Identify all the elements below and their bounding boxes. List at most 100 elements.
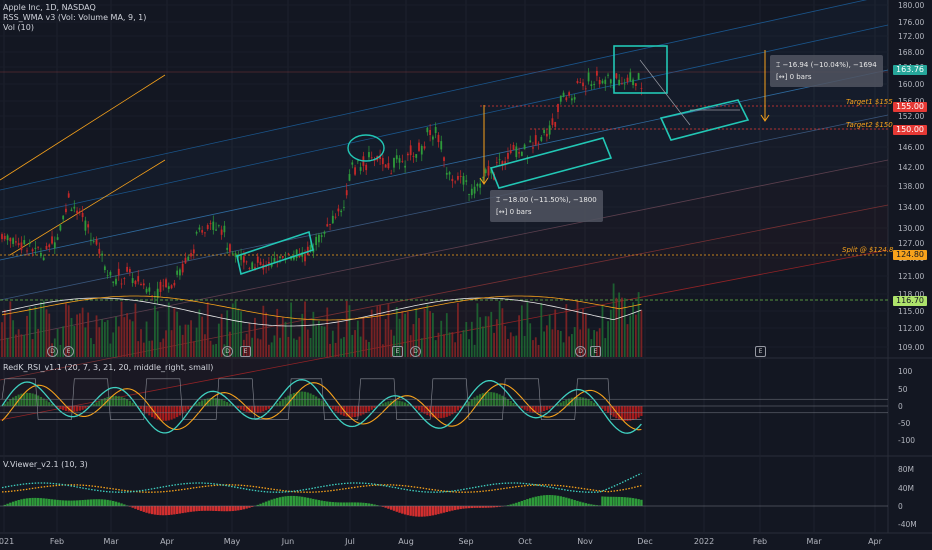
candle-body — [548, 125, 551, 135]
volume-bar — [507, 338, 509, 357]
rsi-panel-title[interactable]: RedK_RSI_v1.1 (20, 7, 3, 21, 20, middle_… — [3, 363, 214, 372]
candle-body — [78, 211, 81, 212]
volume-bar — [242, 339, 245, 357]
candle-body — [381, 158, 384, 165]
price-tick-label: 138.00 — [898, 182, 924, 191]
volume-bar — [187, 324, 190, 357]
candle-body — [220, 229, 223, 235]
volume-bar — [240, 311, 242, 357]
candle-body — [206, 225, 209, 230]
measure-arrowhead — [760, 114, 770, 122]
volume-bar — [112, 332, 115, 357]
volume-bar — [370, 309, 373, 357]
volume-bar — [128, 319, 131, 357]
volume-bar — [520, 305, 523, 357]
measure-sep-bars: 0 bars — [509, 208, 532, 216]
volume-bar — [154, 305, 156, 357]
volume-bar — [92, 344, 95, 357]
dividend-event-icon[interactable]: D — [575, 346, 586, 357]
rsi-tick-label: 0 — [898, 402, 903, 411]
target1-note[interactable]: Target1 $155 — [846, 98, 893, 106]
candle-body — [587, 72, 590, 82]
candle-body — [56, 237, 59, 240]
candle-body — [476, 183, 479, 187]
target2-note[interactable]: Target2 $150 — [846, 121, 893, 129]
projection-box — [659, 99, 750, 141]
candle-body — [615, 73, 618, 79]
candle-body — [445, 172, 448, 175]
target1-price-tag: 155.00 — [893, 102, 927, 112]
volume-bar — [12, 320, 15, 357]
volume-bar — [65, 303, 67, 357]
candle-body — [429, 130, 432, 135]
candle-body — [128, 269, 131, 273]
candle-body — [165, 279, 167, 288]
volume-bar — [179, 325, 181, 357]
volume-bar — [512, 336, 515, 357]
volume-bar — [273, 335, 276, 357]
candle-body — [31, 249, 34, 252]
volume-bar — [432, 312, 434, 357]
volume-bar — [470, 321, 473, 357]
candle-body — [142, 283, 145, 286]
volume-bar — [81, 307, 84, 357]
candle-body — [634, 83, 637, 86]
candle-body — [37, 246, 40, 248]
candle-body — [240, 254, 242, 260]
candle-body — [287, 253, 290, 255]
dividend-event-icon[interactable]: D — [222, 346, 233, 357]
candle-body — [162, 285, 165, 287]
measure-box-sep[interactable]: ⌶ −18.00 (−11.50%), −1800 [↔] 0 bars — [490, 190, 603, 222]
candle-body — [12, 238, 15, 244]
volume-bar — [598, 328, 601, 357]
earnings-event-icon[interactable]: E — [240, 346, 251, 357]
volume-bar — [604, 338, 607, 357]
x-tick-label: Jul — [344, 537, 355, 546]
candle-body — [356, 160, 359, 162]
volume-bar — [340, 338, 343, 357]
candle-body — [273, 258, 276, 263]
dividend-event-icon[interactable]: D — [410, 346, 421, 357]
candle-body — [598, 79, 601, 85]
volume-bar — [401, 311, 404, 357]
volume-bar — [156, 311, 159, 357]
volume-bar — [76, 314, 78, 357]
x-tick-label: Feb — [50, 537, 64, 546]
indicator-legend-wma[interactable]: RSS_WMA v3 (Vol: Volume MA, 9, 1) — [3, 13, 147, 22]
earnings-event-icon[interactable]: E — [590, 346, 601, 357]
measure-box-dec[interactable]: ⌶ −16.94 (−10.04%), −1694 [↔] 0 bars — [770, 55, 883, 87]
volume-bar — [301, 313, 304, 357]
earnings-event-icon[interactable]: E — [392, 346, 403, 357]
candle-body — [9, 237, 12, 242]
volume-bar — [501, 308, 504, 357]
price-tick-label: 115.00 — [898, 307, 924, 316]
candle-body — [323, 231, 326, 234]
candle-body — [354, 167, 356, 175]
price-tick-label: 112.00 — [898, 324, 924, 333]
volume-bar — [265, 312, 267, 357]
earnings-event-icon[interactable]: E — [63, 346, 74, 357]
volume-bar — [192, 341, 195, 357]
rsi-signal-line — [1, 382, 642, 431]
candle-body — [573, 97, 576, 100]
rsi-tick-label: 50 — [898, 385, 908, 394]
candle-body — [387, 163, 390, 169]
volume-bar — [640, 310, 643, 357]
split-note[interactable]: Split @ $124.8 — [842, 246, 894, 254]
volume-bar — [26, 315, 28, 357]
volume-bar — [198, 309, 201, 357]
candle-body — [626, 77, 629, 82]
candle-body — [298, 254, 301, 257]
dividend-event-icon[interactable]: D — [47, 346, 58, 357]
candle-body — [484, 169, 487, 174]
candle-body — [245, 261, 248, 263]
volume-bar — [415, 308, 418, 357]
volume-bar — [220, 313, 223, 357]
volume-bar — [209, 340, 212, 357]
vviewer-panel-title[interactable]: V.Viewer_v2.1 (10, 3) — [3, 460, 88, 469]
indicator-legend-vol[interactable]: Vol (10) — [3, 23, 34, 32]
candle-body — [351, 162, 354, 165]
volume-bar — [537, 344, 540, 357]
earnings-event-icon[interactable]: E — [755, 346, 766, 357]
